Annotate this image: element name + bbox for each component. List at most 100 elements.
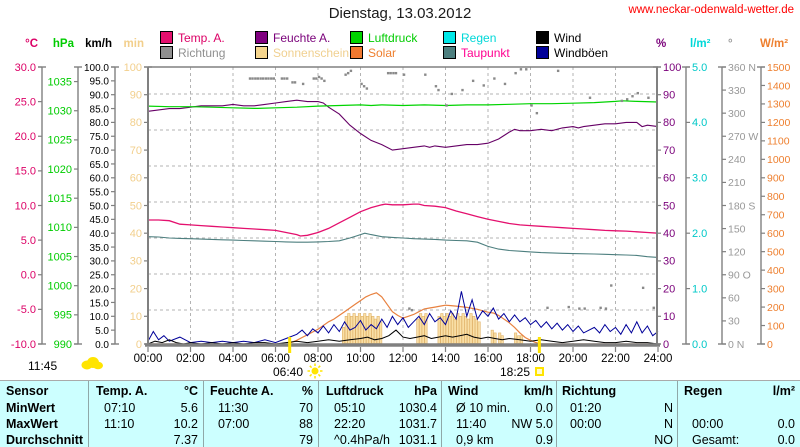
legend-label: Wind [554,31,582,45]
pressure-swatch-icon [350,31,363,44]
axis-c: 30.0 25.0 20.0 15.0 10.0 5.0 0.0 -5.0 -10.0 [11,62,46,351]
legend-item-sunshine: Sonnenschein [255,46,350,60]
legend-item-temp: Temp. A. [160,31,225,45]
svg-text:240: 240 [728,154,746,166]
table-cell-value: 1031.7 [398,416,437,431]
gusts-swatch-icon [536,46,549,59]
svg-text:300: 300 [767,283,785,295]
svg-text:70: 70 [663,145,675,157]
svg-text:3.0: 3.0 [692,173,707,185]
svg-text:25.0: 25.0 [90,271,110,282]
table-header-unit-1: % [301,384,313,398]
svg-text:06:00: 06:00 [261,353,290,365]
axis-kmh: 100.0 95.0 90.0 85.0 80.0 75.0 70.0 65.0 60.0 55.… [84,63,119,351]
table-cell-time: 00:00 [570,416,602,431]
table-cell-time: 05:10 [334,400,366,415]
temp-swatch-icon [160,31,173,44]
weather-plot: 30.025.020.015.010.05.00.0-5.0-10.010351… [11,62,791,365]
series-solar [148,292,658,345]
table-header-unit-5: l/m² [772,384,795,398]
svg-text:995: 995 [54,310,72,322]
svg-text:35.0: 35.0 [90,243,110,254]
sensor-summary-table: Sensor MinWert MaxWert Durchschnitt Temp. A.… [0,380,800,447]
svg-text:00:00: 00:00 [134,353,163,365]
table-separator [441,381,442,447]
legend-item-direction: Richtung [160,46,225,60]
svg-text:40: 40 [663,228,675,240]
svg-text:800: 800 [767,191,785,203]
table-row-label: Durchschnitt [6,432,84,447]
unit-label-hpa: hPa [52,38,74,50]
table-cell-time: 01:20 [570,400,602,415]
svg-text:1.0: 1.0 [692,283,707,295]
svg-text:1015: 1015 [48,193,72,205]
svg-text:1035: 1035 [48,76,72,88]
svg-text:15.0: 15.0 [90,298,110,309]
svg-text:0 N: 0 N [728,339,744,351]
table-cell-value: 5.6 [180,400,198,415]
unit-label-celsius: °C [25,38,38,50]
svg-text:90: 90 [663,90,675,102]
svg-text:1020: 1020 [48,164,72,176]
svg-text:0: 0 [663,339,669,351]
table-cell-time: 0,9 km [456,432,494,447]
humidity-swatch-icon [255,31,268,44]
svg-text:30.0: 30.0 [15,62,36,74]
table-cell-value: N [663,400,673,415]
svg-text:45.0: 45.0 [90,215,110,226]
svg-text:400: 400 [767,265,785,277]
table-row-label: MaxWert [6,416,58,431]
cloud-icon [81,357,103,370]
unit-label-lpm2: l/m² [690,38,711,50]
svg-text:30: 30 [728,316,740,328]
svg-text:0.0: 0.0 [21,270,36,282]
svg-text:22:00: 22:00 [601,353,630,365]
legend-label: Solar [368,46,397,60]
legend-label: Sonnenschein [273,46,350,60]
svg-text:70.0: 70.0 [90,146,110,157]
direction-swatch-icon [160,46,173,59]
svg-text:100: 100 [767,320,785,332]
legend-label: Regen [461,31,497,45]
svg-text:200: 200 [767,302,785,314]
svg-text:1400: 1400 [767,80,791,92]
table-separator [677,381,678,447]
website-url-link[interactable]: www.neckar-odenwald-wetter.de [628,4,794,16]
svg-text:1300: 1300 [767,99,791,111]
svg-text:80.0: 80.0 [90,118,110,129]
table-row-label: MinWert [6,400,56,415]
svg-text:0: 0 [767,339,773,351]
svg-text:90 O: 90 O [728,270,751,282]
svg-text:210: 210 [728,177,746,189]
sunrise-sun-icon [307,363,323,379]
sunrise-time: 06:40 [272,365,304,379]
table-cell-time: 11:40 [456,416,487,431]
svg-text:-10.0: -10.0 [11,339,36,351]
legend-label: Windböen [554,46,609,60]
svg-text:990: 990 [54,339,72,351]
svg-text:100: 100 [124,62,142,74]
svg-text:60.0: 60.0 [90,174,110,185]
svg-text:150: 150 [728,223,746,235]
svg-text:900: 900 [767,173,785,185]
report-time: 11:45 [28,359,58,373]
gridlines [148,67,658,344]
table-cell-value: 70 [299,400,313,415]
sunset-marker [537,337,541,353]
svg-text:60: 60 [663,173,675,185]
table-cell-value: 1030.4 [398,400,437,415]
svg-text:80: 80 [663,117,675,129]
axis-hpa: 1035 1030 1025 1020 1015 1010 1005 1000 995 990 [48,66,82,351]
svg-text:1500: 1500 [767,62,791,74]
table-cell-value: 0.0 [777,432,795,447]
table-cell-time: ^0.4hPa/h [334,432,390,447]
svg-text:15.0: 15.0 [15,166,36,178]
svg-text:0: 0 [136,339,142,351]
legend-item-solar: Solar [350,46,397,60]
svg-text:16:00: 16:00 [474,353,503,365]
svg-text:1000: 1000 [767,154,791,166]
svg-text:0.0: 0.0 [692,339,707,351]
svg-text:1005: 1005 [48,251,72,263]
svg-text:1025: 1025 [48,135,72,147]
